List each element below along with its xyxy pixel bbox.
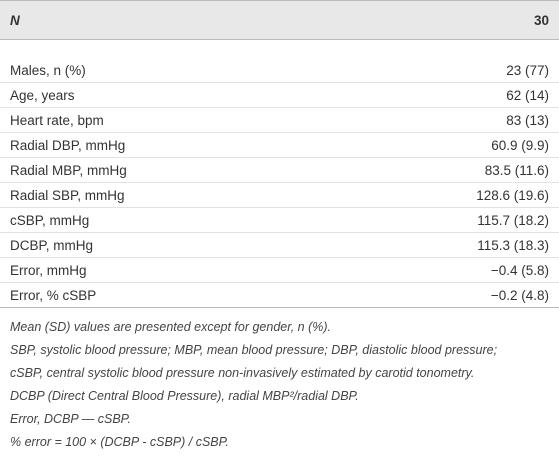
row-value: −0.4 (5.8) <box>333 257 559 283</box>
row-label: Age, years <box>0 82 334 108</box>
row-value: 128.6 (19.6) <box>333 182 559 208</box>
row-value: 23 (77) <box>333 58 559 83</box>
row-label: Error, % cSBP <box>0 282 334 308</box>
row-value: 83 (13) <box>333 107 559 133</box>
table-row: Males, n (%) 23 (77) <box>0 58 559 83</box>
table-row: Error, % cSBP −0.2 (4.8) <box>0 282 559 308</box>
row-label: Heart rate, bpm <box>0 107 334 133</box>
table-row: Error, mmHg −0.4 (5.8) <box>0 257 559 283</box>
row-value: 83.5 (11.6) <box>333 157 559 183</box>
footnote: SBP, systolic blood pressure; MBP, mean … <box>10 343 498 357</box>
table-row: Radial DBP, mmHg 60.9 (9.9) <box>0 132 559 158</box>
spacer-row <box>0 40 559 59</box>
row-value: 62 (14) <box>333 82 559 108</box>
footnote: cSBP, central systolic blood pressure no… <box>10 366 475 380</box>
footnotes: Mean (SD) values are presented except fo… <box>0 308 559 454</box>
row-value: 115.7 (18.2) <box>333 207 559 233</box>
footnote: % error = 100 × (DCBP - cSBP) / cSBP. <box>10 435 229 449</box>
row-label: DCBP, mmHg <box>0 232 334 258</box>
spacer <box>333 40 559 59</box>
table-row: Radial SBP, mmHg 128.6 (19.6) <box>0 182 559 208</box>
footnote: Error, DCBP — cSBP. <box>10 412 131 426</box>
row-label: Error, mmHg <box>0 257 334 283</box>
row-label: Radial MBP, mmHg <box>0 157 334 183</box>
table-row: Age, years 62 (14) <box>0 82 559 108</box>
table-row: Radial MBP, mmHg 83.5 (11.6) <box>0 157 559 183</box>
row-label: Radial SBP, mmHg <box>0 182 334 208</box>
row-label: Males, n (%) <box>0 58 334 83</box>
header-value: 30 <box>333 0 559 40</box>
table-row: cSBP, mmHg 115.7 (18.2) <box>0 207 559 233</box>
row-value: 60.9 (9.9) <box>333 132 559 158</box>
spacer <box>0 40 333 59</box>
table-header: N 30 <box>0 0 559 40</box>
header-row: N 30 <box>0 0 559 40</box>
footnote: Mean (SD) values are presented except fo… <box>10 320 331 334</box>
table-row: Heart rate, bpm 83 (13) <box>0 107 559 133</box>
footnote: DCBP (Direct Central Blood Pressure), ra… <box>10 389 359 403</box>
row-label: cSBP, mmHg <box>0 207 334 233</box>
data-table: N 30 Males, n (%) 23 (77) Age, years 62 (14… <box>0 0 559 308</box>
table-body: Males, n (%) 23 (77) Age, years 62 (14) Hear… <box>0 40 559 308</box>
row-label: Radial DBP, mmHg <box>0 132 334 158</box>
header-label: N <box>0 0 334 40</box>
row-value: 115.3 (18.3) <box>333 232 559 258</box>
table-row: DCBP, mmHg 115.3 (18.3) <box>0 232 559 258</box>
row-value: −0.2 (4.8) <box>333 282 559 308</box>
